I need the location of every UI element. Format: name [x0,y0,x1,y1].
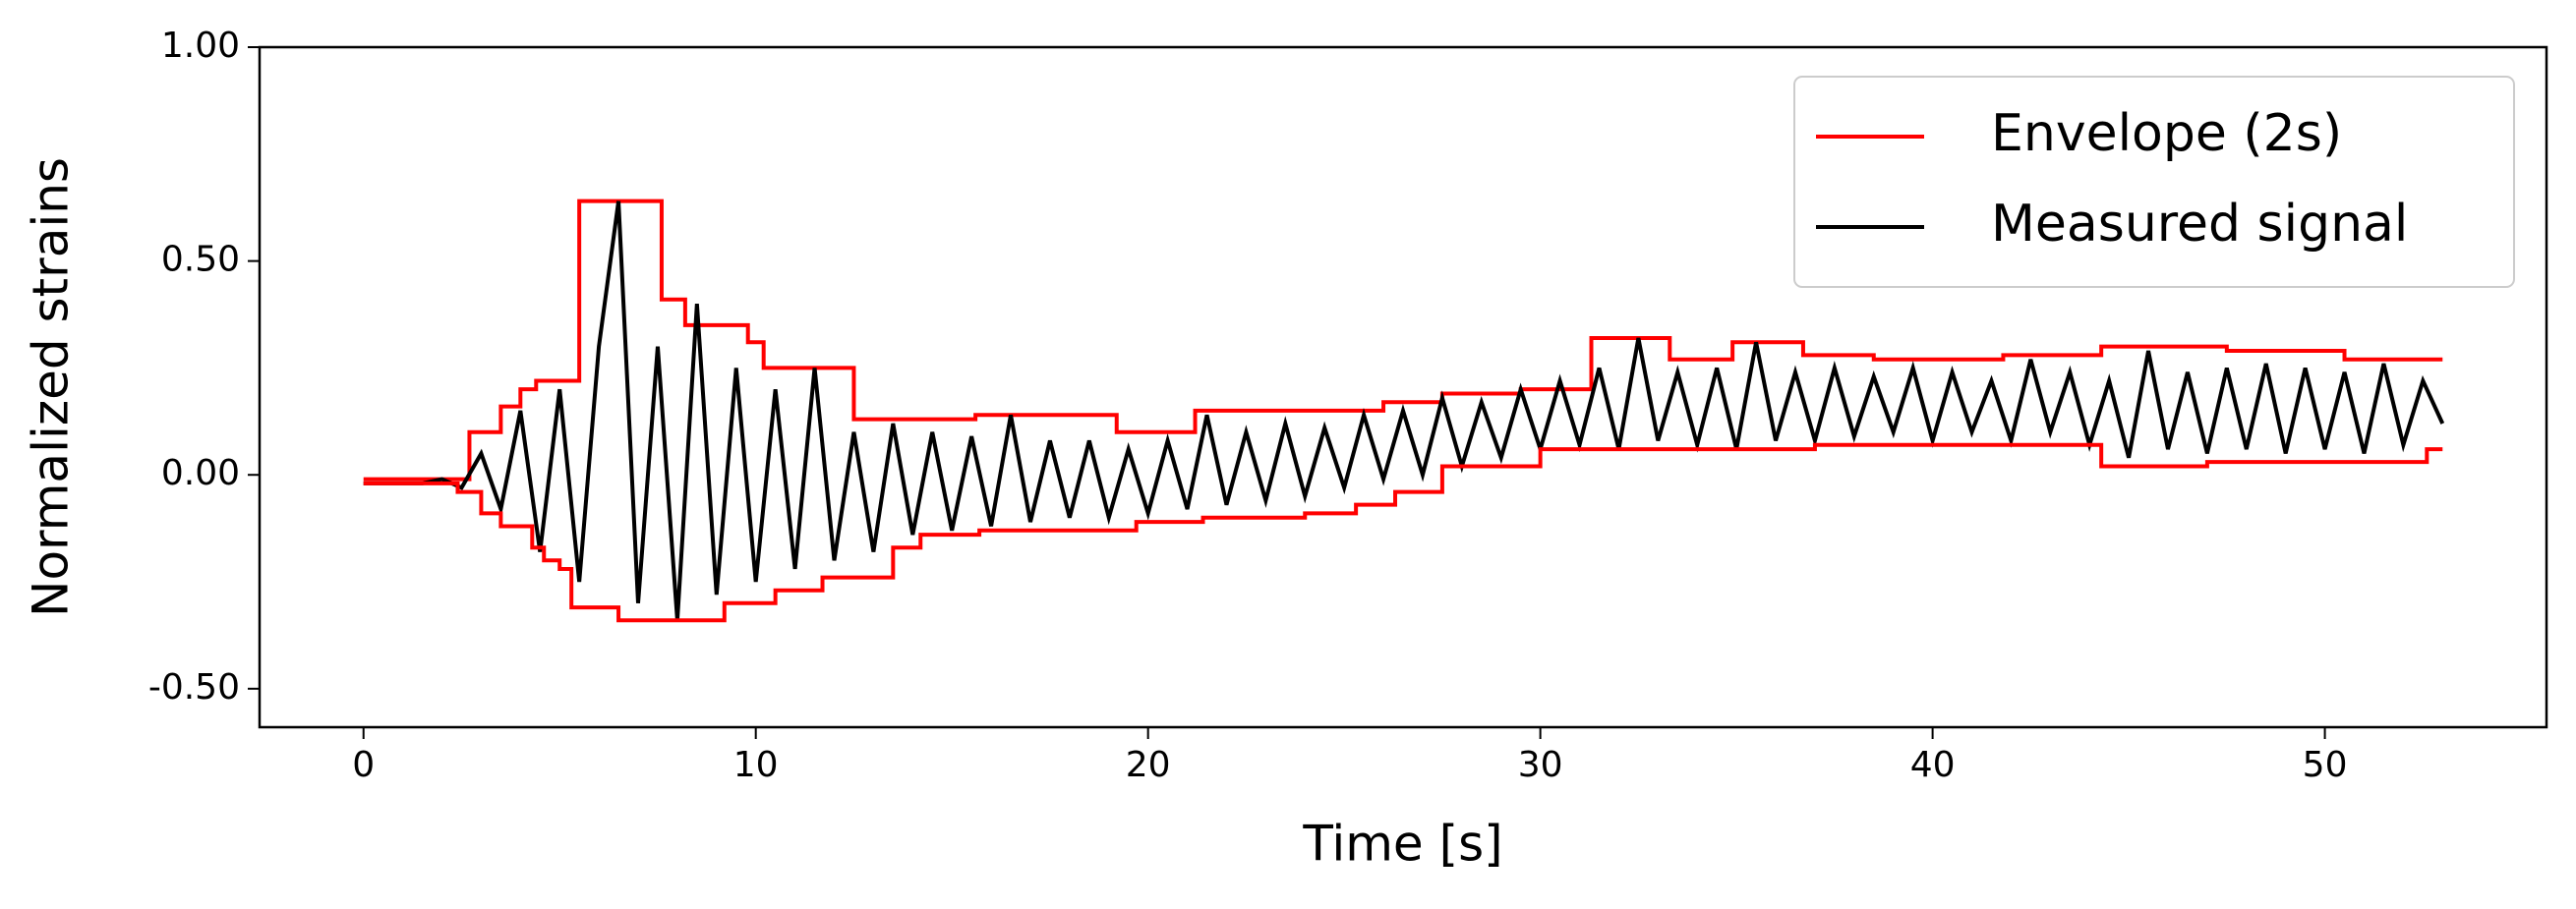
y-tick-label: 1.00 [161,26,240,66]
legend-box [1793,76,2515,288]
y-axis-label: Normalized strains [23,157,80,617]
plot-frame [258,45,2548,729]
legend-label: Envelope (2s) [1991,104,2342,163]
series-line [363,199,2443,482]
y-tick-label: 0.00 [161,453,240,493]
series-line [363,200,2445,621]
series-line [363,442,2443,623]
y-tick-label: 0.50 [161,240,240,280]
x-tick-label: 30 [1518,745,1563,785]
x-tick-label: 20 [1126,745,1171,785]
y-tick-label: -0.50 [148,667,240,708]
legend-label: Measured signal [1991,195,2408,254]
x-tick-label: 50 [2303,745,2348,785]
x-tick-label: 10 [733,745,779,785]
x-axis-label: Time [s] [1302,816,1502,873]
x-tick-label: 40 [1910,745,1956,785]
x-tick-label: 0 [352,745,375,785]
